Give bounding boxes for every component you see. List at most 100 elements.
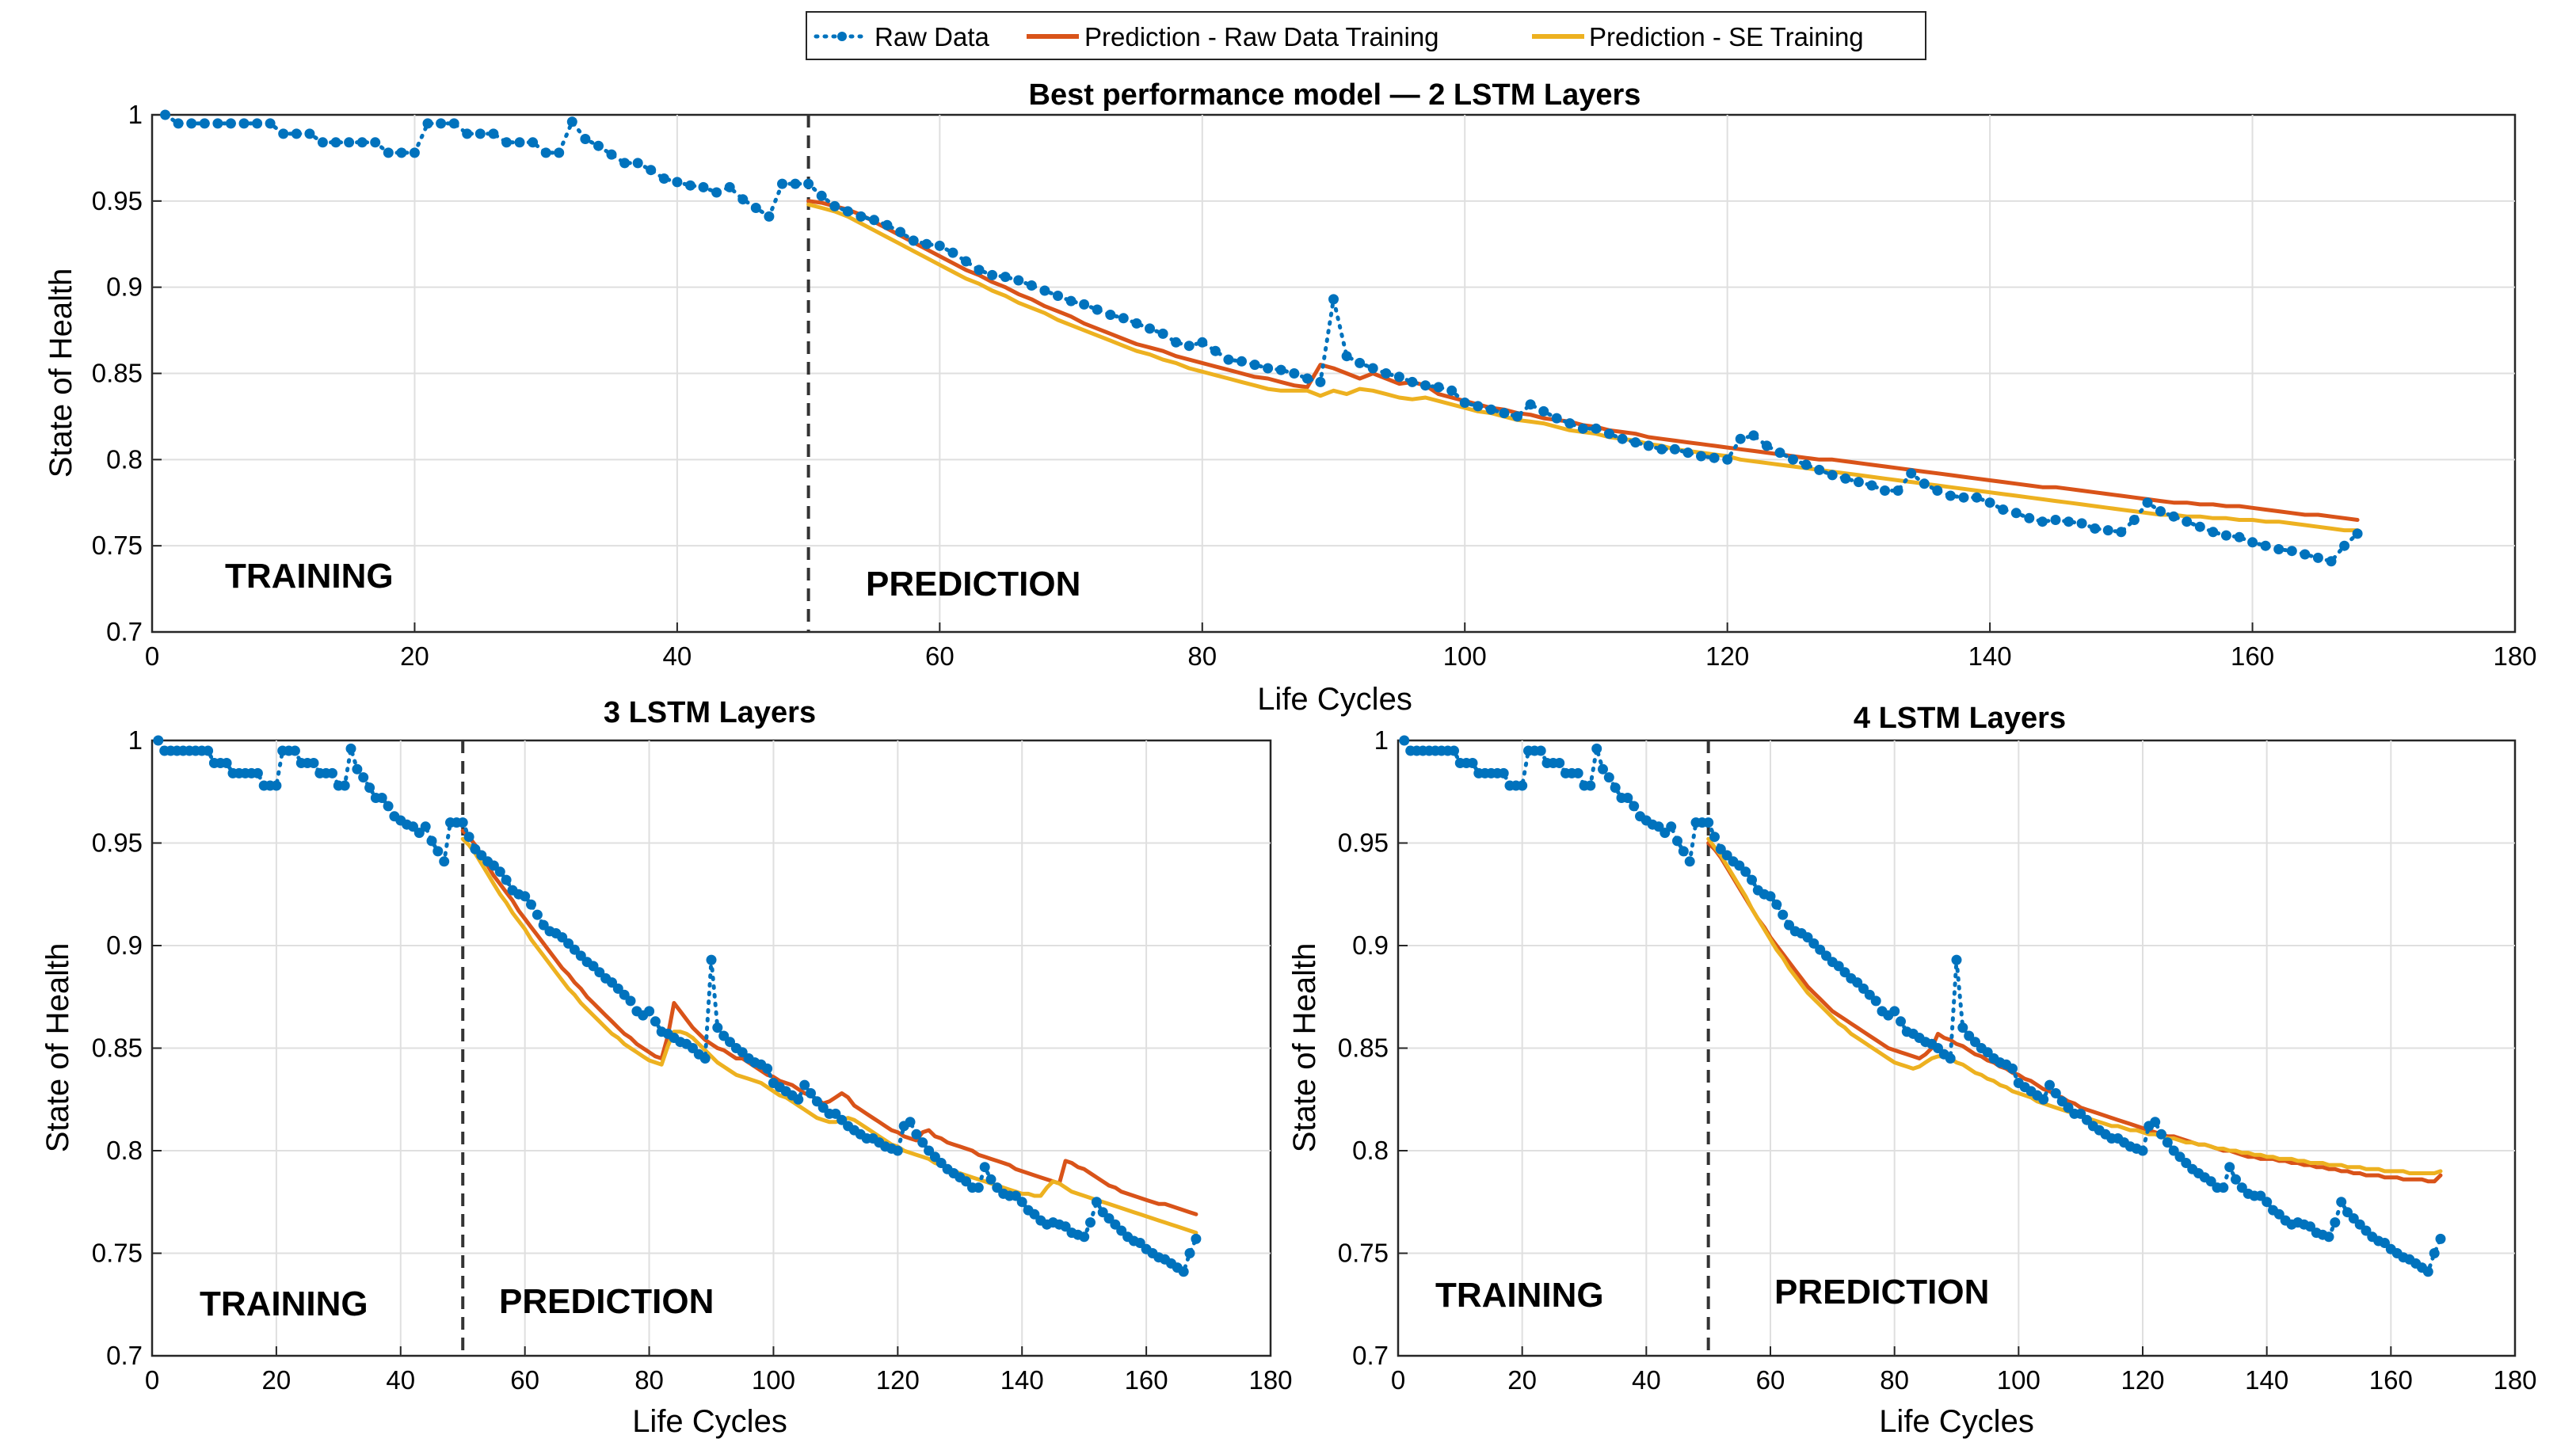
- data-point-raw-data: [711, 187, 722, 198]
- x-tick-label: 0: [1391, 1365, 1405, 1395]
- data-point-raw-data: [2050, 515, 2061, 525]
- data-point-raw-data: [2168, 511, 2179, 522]
- data-point-raw-data: [2050, 1088, 2061, 1098]
- data-point-raw-data: [1788, 454, 1798, 465]
- training-label-3-layers: TRAINING: [200, 1285, 368, 1323]
- x-tick-label: 80: [634, 1365, 664, 1395]
- data-point-raw-data: [1517, 780, 1528, 791]
- data-point-raw-data: [317, 137, 328, 148]
- data-point-raw-data: [1223, 354, 1234, 365]
- legend-entry-prediction-se: Prediction - SE Training: [1532, 22, 1864, 51]
- data-point-raw-data: [540, 147, 551, 158]
- data-point-raw-data: [1116, 1225, 1127, 1236]
- data-point-raw-data: [203, 745, 214, 756]
- data-point-raw-data: [173, 118, 184, 129]
- data-point-raw-data: [2273, 544, 2284, 554]
- x-tick-label: 140: [1000, 1365, 1044, 1395]
- y-tick-label: 0.95: [92, 828, 143, 858]
- data-point-raw-data: [557, 932, 568, 943]
- x-tick-label: 0: [145, 1365, 159, 1395]
- data-point-raw-data: [358, 772, 369, 783]
- prediction-label-3-layers: PREDICTION: [499, 1282, 714, 1321]
- data-point-raw-data: [1629, 801, 1640, 812]
- data-point-raw-data: [1870, 995, 1881, 1007]
- data-point-raw-data: [2181, 1158, 2192, 1168]
- data-point-raw-data: [1660, 828, 1671, 839]
- data-point-raw-data: [1564, 418, 1576, 429]
- data-point-raw-data: [934, 240, 945, 251]
- data-point-raw-data: [1919, 478, 1930, 489]
- data-point-raw-data: [855, 211, 867, 222]
- data-point-raw-data: [271, 780, 282, 791]
- data-point-raw-data: [1237, 356, 1247, 367]
- data-point-raw-data: [1275, 364, 1286, 375]
- data-point-raw-data: [370, 137, 381, 148]
- data-point-raw-data: [1367, 363, 1378, 374]
- data-point-raw-data: [1740, 866, 1751, 877]
- legend-entry-raw-data: Raw Data: [814, 22, 990, 51]
- data-point-raw-data: [1827, 470, 1838, 481]
- data-point-raw-data: [1183, 341, 1195, 352]
- data-point-raw-data: [345, 743, 356, 754]
- data-point-raw-data: [1630, 437, 1641, 448]
- data-point-raw-data: [1603, 772, 1614, 783]
- data-point-raw-data: [842, 206, 853, 217]
- data-point-raw-data: [1778, 909, 1789, 920]
- plot-layer-4-layers: 0 20 40 60 80 100 120 140 160 180 0.7 0.75 0.8 0.85 0.…: [1338, 725, 2537, 1395]
- data-point-raw-data: [1060, 1221, 1071, 1232]
- data-point-raw-data: [1381, 368, 1392, 379]
- data-point-raw-data: [1808, 938, 1820, 949]
- data-point-raw-data: [1709, 832, 1720, 843]
- data-point-raw-data: [2300, 549, 2311, 560]
- data-point-raw-data: [699, 1053, 711, 1064]
- data-point-raw-data: [816, 190, 827, 201]
- data-point-raw-data: [869, 215, 879, 226]
- data-point-raw-data: [1722, 454, 1733, 465]
- x-tick-label: 20: [400, 641, 429, 671]
- data-point-raw-data: [1591, 423, 1602, 434]
- data-point-raw-data: [724, 181, 735, 192]
- data-point-raw-data: [532, 909, 543, 920]
- x-tick-label: 100: [1997, 1365, 2041, 1395]
- data-point-raw-data: [2312, 552, 2323, 563]
- legend-marker-raw-data: [837, 32, 847, 41]
- legend-entry-prediction-raw: Prediction - Raw Data Training: [1027, 22, 1439, 51]
- data-point-raw-data: [936, 1158, 947, 1168]
- data-point-raw-data: [1696, 451, 1706, 462]
- data-point-raw-data: [364, 782, 375, 794]
- data-point-raw-data: [252, 767, 263, 778]
- data-point-raw-data: [985, 1174, 996, 1185]
- data-point-raw-data: [474, 128, 486, 139]
- data-point-raw-data: [2155, 506, 2166, 517]
- data-point-raw-data: [961, 1176, 972, 1187]
- x-tick-label: 100: [752, 1365, 795, 1395]
- y-tick-label: 0.85: [1338, 1033, 1389, 1063]
- data-point-raw-data: [1765, 891, 1776, 902]
- y-tick-label: 0.85: [92, 1033, 143, 1063]
- data-point-raw-data: [1013, 275, 1024, 286]
- data-point-raw-data: [698, 181, 709, 192]
- data-point-raw-data: [2137, 1145, 2148, 1156]
- data-point-raw-data: [973, 1182, 984, 1193]
- data-point-raw-data: [1984, 497, 1995, 508]
- data-point-raw-data: [514, 137, 525, 148]
- x-tick-label: 180: [1248, 1365, 1292, 1395]
- data-point-raw-data: [1039, 285, 1050, 296]
- data-point-raw-data: [2208, 527, 2219, 538]
- data-point-raw-data: [1666, 821, 1677, 832]
- data-point-raw-data: [2262, 1197, 2273, 1208]
- data-point-raw-data: [1774, 447, 1785, 459]
- x-tick-label: 60: [510, 1365, 539, 1395]
- data-point-raw-data: [737, 194, 749, 205]
- legend-label-raw-data: Raw Data: [875, 22, 990, 51]
- data-point-raw-data: [520, 891, 531, 902]
- data-point-raw-data: [1341, 351, 1352, 362]
- data-point-raw-data: [1315, 376, 1326, 387]
- y-tick-label: 1: [128, 100, 143, 129]
- data-point-raw-data: [2273, 1208, 2284, 1220]
- data-point-raw-data: [2231, 1174, 2241, 1185]
- data-point-raw-data: [829, 200, 840, 211]
- data-point-raw-data: [2435, 1233, 2446, 1244]
- data-point-raw-data: [344, 137, 355, 148]
- data-point-raw-data: [947, 247, 958, 258]
